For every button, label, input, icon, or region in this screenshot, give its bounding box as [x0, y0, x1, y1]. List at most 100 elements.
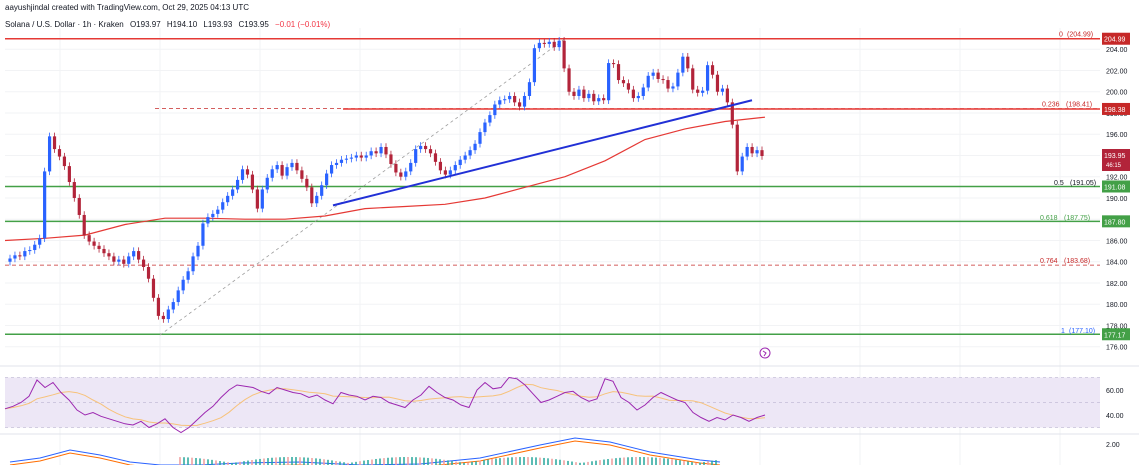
candle-body	[745, 146, 749, 157]
candle-body	[572, 91, 576, 96]
candle-body	[577, 89, 581, 96]
rsi-tick-label: 40.00	[1106, 413, 1124, 420]
candle-body	[458, 159, 462, 166]
candle-body	[488, 115, 492, 123]
candle-body	[349, 157, 353, 159]
price-tick-label: 200.00	[1106, 90, 1128, 97]
candle-body	[453, 165, 457, 171]
candle-body	[611, 63, 616, 65]
candle-body	[117, 259, 121, 262]
candle-body	[735, 124, 739, 172]
price-tag-text: 191.08	[1104, 184, 1126, 191]
candle-body	[537, 42, 541, 49]
candle-body	[621, 80, 626, 84]
price-tag-badge	[1102, 102, 1130, 115]
candle-body	[216, 209, 220, 214]
candle-body	[597, 98, 601, 102]
candle-body	[448, 170, 452, 175]
candle-body	[102, 248, 106, 254]
candle-body	[201, 223, 205, 246]
symbol-name[interactable]: Solana / U.S. Dollar · 1h · Kraken	[5, 20, 124, 29]
candle-body	[671, 86, 675, 89]
candle-body	[13, 255, 17, 259]
price-tick-label: 176.00	[1106, 345, 1128, 352]
candle-body	[255, 189, 259, 209]
macd-signal-line	[9, 440, 721, 465]
candle-body	[320, 185, 324, 196]
candle-body	[676, 72, 680, 87]
attribution-text: aayushjindal created with TradingView.co…	[5, 3, 249, 12]
candle-body	[77, 197, 81, 215]
candle-body	[211, 213, 215, 218]
candle-body	[740, 156, 744, 172]
candle-body	[532, 48, 537, 83]
fib-price-label: (198.41)	[1066, 102, 1092, 109]
candle-body	[414, 149, 418, 163]
candle-body	[547, 41, 551, 44]
candle-body	[310, 187, 314, 204]
price-tick-label: 180.00	[1106, 302, 1128, 309]
candle-body	[354, 155, 358, 158]
candle-body	[696, 89, 700, 93]
candle-body	[567, 68, 571, 92]
candle-body	[725, 88, 729, 103]
macd-line	[9, 437, 721, 465]
candle-body	[419, 145, 423, 150]
candle-body	[290, 162, 294, 168]
candle-body	[23, 251, 27, 257]
candle-body	[503, 99, 507, 101]
candle-body	[582, 89, 586, 99]
candle-body	[384, 146, 388, 155]
candle-body	[616, 64, 621, 81]
candle-body	[552, 41, 556, 48]
candle-body	[315, 195, 319, 204]
rsi-line	[4, 376, 766, 434]
candle-body	[750, 146, 754, 154]
candle-body	[82, 214, 86, 236]
fib-ratio-label: 0.618	[1040, 215, 1058, 222]
candle-body	[72, 182, 76, 198]
candle-body	[285, 167, 289, 176]
candle-body	[404, 171, 408, 177]
candle-body	[181, 279, 185, 291]
candle-body	[666, 80, 670, 89]
price-tag-badge	[1102, 215, 1130, 228]
candle-body	[166, 309, 170, 320]
candle-body	[602, 98, 606, 101]
candle-body	[369, 151, 373, 156]
fib-price-label: (191.05)	[1070, 180, 1096, 187]
price-tag-text: 187.80	[1104, 219, 1126, 226]
price-tick-label: 192.00	[1106, 175, 1128, 182]
candle-body	[52, 136, 57, 150]
candle-body	[409, 162, 413, 172]
candle-body	[300, 170, 304, 179]
price-tag-text: 177.17	[1104, 332, 1126, 339]
candle-body	[626, 83, 631, 90]
candle-body	[329, 165, 334, 174]
candle-body	[62, 156, 67, 167]
candle-body	[468, 150, 472, 156]
candle-body	[651, 72, 655, 76]
candle-body	[132, 251, 136, 257]
candle-body	[176, 290, 180, 303]
candle-body	[38, 238, 42, 245]
price-tick-label: 202.00	[1106, 68, 1128, 75]
candle-body	[97, 245, 101, 249]
candle-body	[517, 102, 522, 107]
candle-body	[508, 95, 512, 100]
candle-body	[438, 161, 443, 171]
candle-body	[522, 95, 527, 107]
price-tick-label: 186.00	[1106, 238, 1128, 245]
candle-body	[730, 102, 734, 125]
candle-body	[607, 63, 611, 101]
candle-body	[67, 166, 71, 183]
ohlc-close: C193.95	[238, 20, 269, 29]
candle-body	[226, 195, 230, 203]
candle-body	[18, 255, 22, 257]
ohlc-change: −0.01 (−0.01%)	[275, 20, 331, 29]
bar-countdown: 46:15	[1106, 163, 1122, 169]
candle-body	[710, 65, 715, 75]
candle-body	[527, 82, 532, 96]
